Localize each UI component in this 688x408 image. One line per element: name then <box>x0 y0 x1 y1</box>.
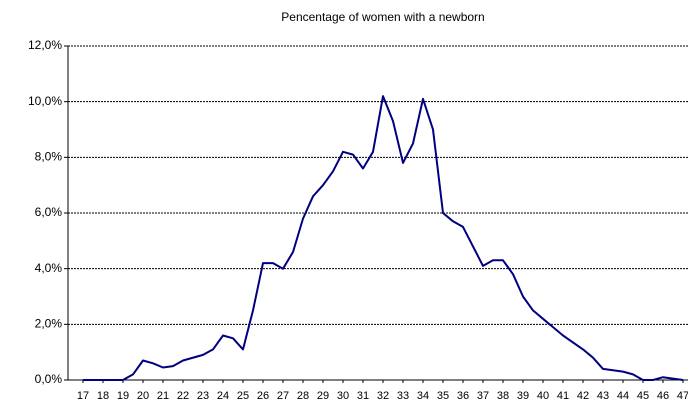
x-tick-label: 21 <box>157 390 169 402</box>
y-tick-label: 4,0% <box>35 261 63 275</box>
x-tick-label: 32 <box>377 390 389 402</box>
y-tick-label: 2,0% <box>35 317 63 331</box>
x-tick-label: 45 <box>637 390 649 402</box>
x-tick-label: 27 <box>277 390 289 402</box>
line <box>83 95 684 381</box>
x-tick-label: 23 <box>197 390 209 402</box>
x-tick-label: 25 <box>237 390 249 402</box>
x-tick-label: 44 <box>617 390 629 402</box>
x-tick-label: 36 <box>457 390 469 402</box>
chart-title: Pencentage of women with a newborn <box>281 10 484 24</box>
x-tick-label: 17 <box>77 390 89 402</box>
x-tick-label: 26 <box>257 390 269 402</box>
x-tick-label: 41 <box>557 390 569 402</box>
x-tick-label: 19 <box>117 390 129 402</box>
x-tick-label: 28 <box>297 390 309 402</box>
y-tick-label: 12,0% <box>28 38 62 52</box>
x-tick-label: 42 <box>577 390 589 402</box>
x-tick-label: 20 <box>137 390 149 402</box>
y-tick-label: 10,0% <box>28 94 62 108</box>
x-tick-label: 47 <box>677 390 688 402</box>
x-tick-label: 46 <box>657 390 669 402</box>
y-tick-label: 0,0% <box>35 372 63 386</box>
x-tick-label: 22 <box>177 390 189 402</box>
x-tick-label: 40 <box>537 390 549 402</box>
x-tick-label: 38 <box>497 390 509 402</box>
x-tick-label: 34 <box>417 390 429 402</box>
x-tick-label: 39 <box>517 390 529 402</box>
x-tick-label: 30 <box>337 390 349 402</box>
x-tick-label: 35 <box>437 390 449 402</box>
x-tick-label: 31 <box>357 390 369 402</box>
x-tick-label: 18 <box>97 390 109 402</box>
x-tick-label: 43 <box>597 390 609 402</box>
y-tick-label: 6,0% <box>35 205 63 219</box>
x-tick-label: 37 <box>477 390 489 402</box>
x-tick-label: 29 <box>317 390 329 402</box>
x-tick-label: 33 <box>397 390 409 402</box>
x-tick-label: 24 <box>217 390 229 402</box>
y-tick-label: 8,0% <box>35 150 63 164</box>
